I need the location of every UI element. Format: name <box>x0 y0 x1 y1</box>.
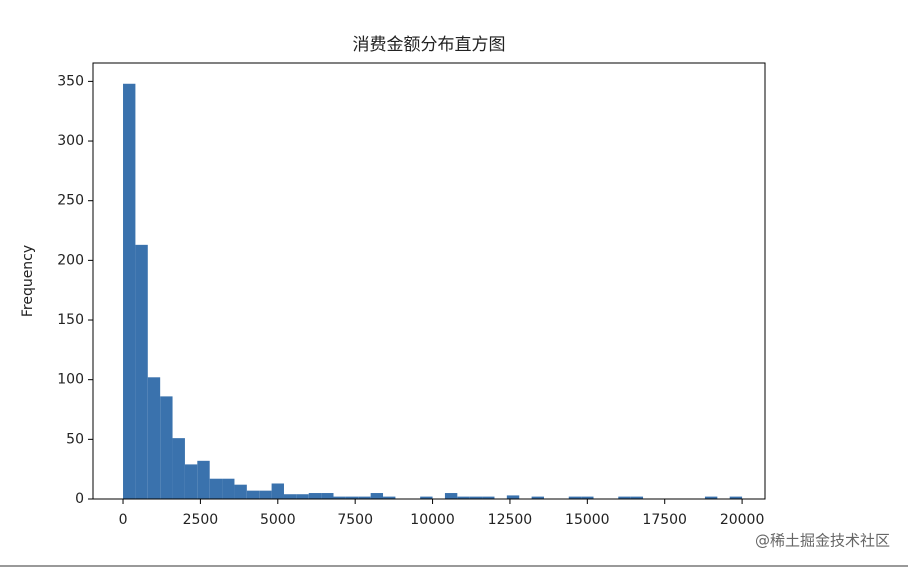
bar <box>729 496 743 499</box>
bar <box>420 496 433 499</box>
y-tick-label: 50 <box>66 431 84 447</box>
x-tick-label: 7500 <box>337 512 373 528</box>
bar <box>147 377 161 499</box>
bar <box>296 494 309 499</box>
bar <box>271 483 284 499</box>
x-tick-label: 5000 <box>260 512 296 528</box>
chart-title: 消费金额分布直方图 <box>353 35 506 55</box>
bar <box>444 493 458 499</box>
bar <box>370 493 384 499</box>
y-tick-label: 200 <box>57 252 84 268</box>
bar <box>197 460 210 499</box>
bar <box>321 493 334 499</box>
bar <box>283 494 297 499</box>
x-tick-label: 20000 <box>720 512 765 528</box>
y-tick-label: 0 <box>75 491 84 507</box>
y-tick-label: 350 <box>57 73 84 89</box>
bar <box>704 496 718 499</box>
bar <box>160 396 173 499</box>
bar <box>345 496 359 499</box>
bar <box>172 438 185 499</box>
bar <box>246 490 260 499</box>
bar <box>135 244 148 499</box>
bar <box>123 83 136 499</box>
bar <box>383 496 396 499</box>
y-tick-label: 150 <box>57 312 84 328</box>
x-tick-label: 2500 <box>183 512 219 528</box>
bar <box>568 496 582 499</box>
plot-frame <box>92 62 766 500</box>
x-tick-label: 15000 <box>565 512 610 528</box>
bar <box>222 478 235 499</box>
y-tick-label: 250 <box>57 193 84 209</box>
bar <box>209 478 223 499</box>
bar <box>618 496 631 499</box>
bar <box>333 496 346 499</box>
bar <box>581 496 594 499</box>
bar <box>457 496 470 499</box>
bar <box>259 490 272 499</box>
y-axis-label: Frequency <box>20 245 36 317</box>
bar <box>469 496 483 499</box>
bar <box>358 496 371 499</box>
bar <box>506 495 520 499</box>
x-tick-label: 10000 <box>410 512 455 528</box>
x-tick-label: 17500 <box>642 512 687 528</box>
x-tick-label: 12500 <box>488 512 533 528</box>
bar <box>184 464 198 499</box>
x-tick-label: 0 <box>119 512 128 528</box>
bar <box>234 484 247 499</box>
bar <box>308 493 322 499</box>
bar <box>531 496 544 499</box>
bar <box>482 496 495 499</box>
bar <box>630 496 644 499</box>
y-tick-label: 100 <box>57 372 84 388</box>
watermark: @稀土掘金技术社区 <box>755 532 890 550</box>
y-tick-label: 300 <box>57 133 84 149</box>
